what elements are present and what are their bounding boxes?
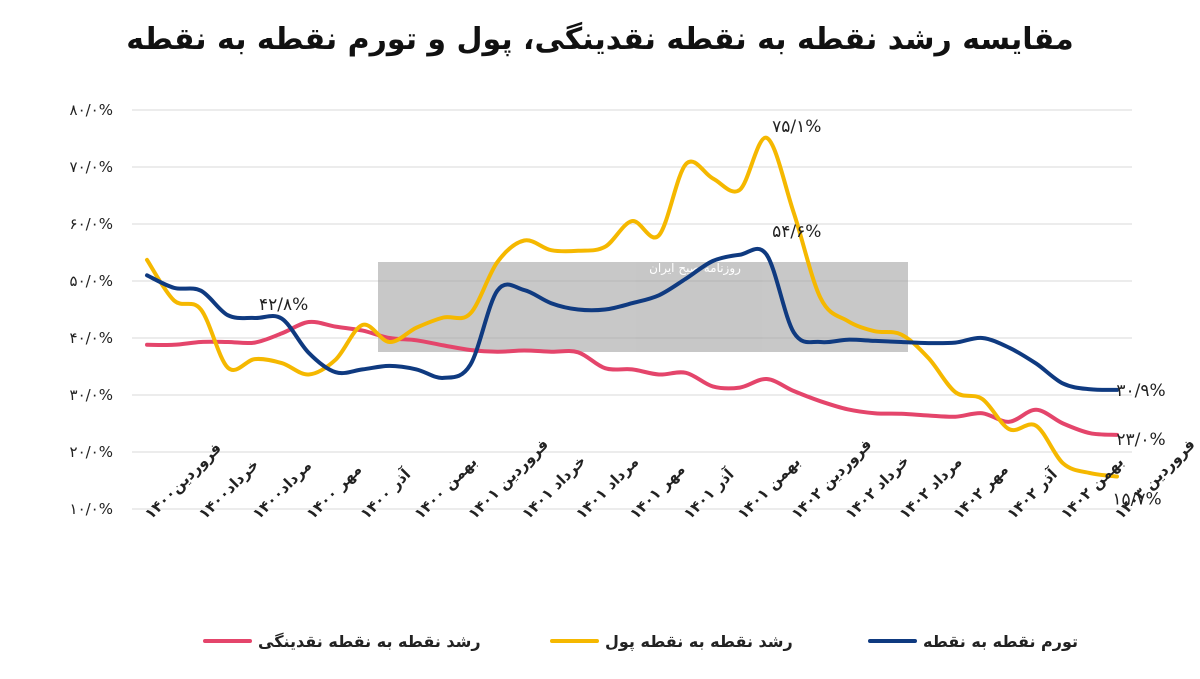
series-line-inflation [145, 246, 1119, 392]
watermark-band [378, 262, 908, 352]
legend-label: رشد نقطه به نقطه نقدینگی [258, 632, 481, 651]
watermark: روزنامه صبح ایران [378, 261, 908, 352]
data-label: ۲۳/۰% [1116, 430, 1165, 450]
data-label: ۳۰/۹% [1116, 381, 1165, 401]
y-tick-label: ۳۰/۰% [70, 386, 113, 404]
series-lines [145, 135, 1119, 479]
y-tick-label: ۴۰/۰% [70, 329, 113, 347]
legend-label: رشد نقطه به نقطه پول [605, 632, 793, 652]
data-label: ۷۵/۱% [772, 117, 821, 137]
data-label: ۴۲/۸% [259, 295, 308, 315]
y-tick-label: ۲۰/۰% [70, 443, 113, 461]
y-axis-ticks: ۱۰/۰% ۲۰/۰% ۳۰/۰% ۴۰/۰% ۵۰/۰% ۶۰/۰% ۷۰/۰% ۸۰/۰% [70, 101, 113, 518]
x-tick-label: آذر ۱۴۰۰ [357, 465, 415, 523]
y-tick-label: ۸۰/۰% [70, 101, 113, 119]
y-tick-label: ۶۰/۰% [70, 215, 113, 233]
chart-title: مقایسه رشد نقطه به نقطه نقدینگی، پول و ت… [126, 22, 1074, 57]
data-label: ۱۵/۷% [1112, 490, 1161, 510]
x-tick-label: آذر ۱۴۰۲ [1003, 465, 1061, 523]
y-tick-label: ۱۰/۰% [70, 500, 113, 518]
y-tick-label: ۷۰/۰% [70, 158, 113, 176]
series-line-liquidity [145, 319, 1119, 437]
y-tick-label: ۵۰/۰% [70, 272, 113, 290]
x-tick-label: آذر ۱۴۰۱ [680, 465, 738, 523]
data-label: ۵۴/۶% [772, 222, 821, 242]
series-line-money [145, 135, 1119, 479]
data-labels: ۷۵/۱% ۵۴/۶% ۴۲/۸% ۳۰/۹% ۲۳/۰% ۱۵/۷% [259, 117, 1166, 510]
watermark-caption: روزنامه صبح ایران [649, 261, 741, 276]
legend: رشد نقطه به نقطه نقدینگی رشد نقطه به نقطه… [203, 632, 1078, 652]
legend-label: تورم نقطه به نقطه [923, 632, 1078, 651]
